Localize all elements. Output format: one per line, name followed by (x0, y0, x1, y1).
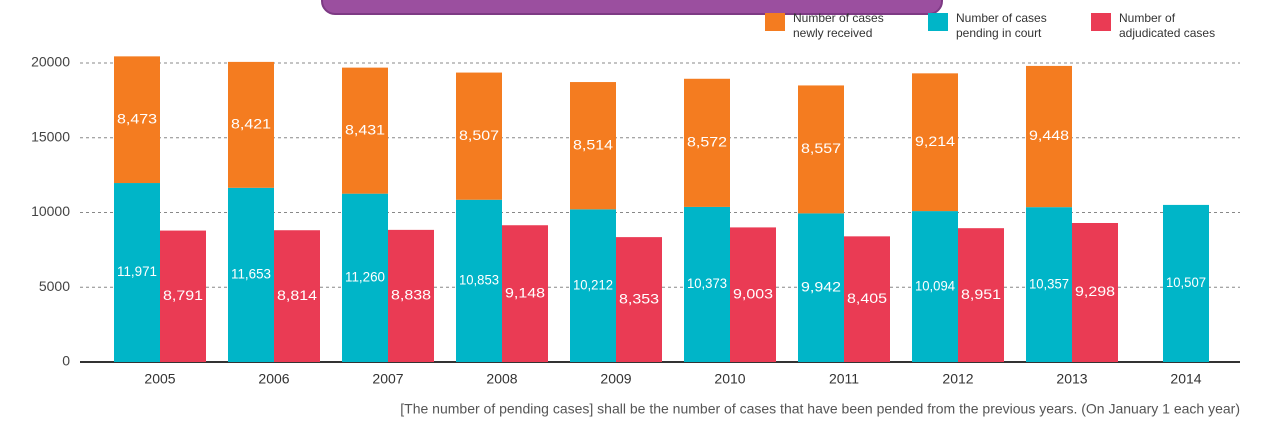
data-label: 10,853 (459, 272, 499, 288)
data-label: 8,557 (801, 140, 841, 156)
data-label: 9,003 (733, 285, 773, 301)
legend-item: Number of cases newly received (765, 11, 908, 41)
data-label: 8,791 (163, 287, 203, 303)
bar (160, 230, 206, 362)
bar (1026, 65, 1072, 208)
x-tick-label: 2011 (829, 371, 859, 387)
bar (1072, 222, 1118, 362)
bar (114, 56, 160, 184)
title-banner (321, 0, 943, 15)
bar (388, 229, 434, 362)
data-label: 8,405 (847, 290, 887, 306)
bar (570, 82, 616, 210)
data-label: 9,942 (801, 278, 841, 294)
data-label: 8,507 (459, 127, 499, 143)
bar (570, 209, 616, 362)
legend-item: Number of adjudicated cases (1091, 11, 1234, 41)
legend-item: Number of cases pending in court (928, 11, 1071, 41)
bar (342, 193, 388, 362)
bar (684, 78, 730, 207)
data-label: 8,353 (619, 290, 659, 306)
bar (456, 72, 502, 200)
y-tick-label: 5000 (39, 278, 70, 294)
y-tick-label: 10000 (31, 203, 70, 219)
legend-label: Number of cases pending in court (956, 11, 1047, 40)
bar (228, 187, 274, 362)
x-tick-label: 2007 (372, 371, 403, 387)
data-label: 9,448 (1029, 127, 1069, 143)
x-tick-label: 2005 (144, 371, 175, 387)
y-tick-label: 0 (62, 353, 70, 369)
data-label: 9,148 (505, 284, 545, 300)
bar (912, 211, 958, 362)
bar (456, 199, 502, 362)
bar (730, 227, 776, 362)
data-label: 8,838 (391, 287, 431, 303)
x-tick-label: 2013 (1056, 371, 1087, 387)
data-label: 8,951 (961, 286, 1001, 302)
x-tick-label: 2009 (600, 371, 631, 387)
bar (958, 228, 1004, 362)
data-label: 9,214 (915, 133, 955, 149)
data-label: 8,814 (277, 287, 317, 303)
y-tick-label: 20000 (31, 54, 70, 70)
bar (616, 237, 662, 362)
data-label: 10,373 (687, 275, 727, 291)
bar (912, 73, 958, 212)
bar (228, 61, 274, 188)
data-label: 10,357 (1029, 275, 1069, 291)
bar (1026, 207, 1072, 362)
bar (798, 213, 844, 362)
data-label: 11,260 (345, 269, 385, 285)
bar (274, 230, 320, 362)
data-label: 10,094 (915, 277, 955, 293)
data-label: 11,971 (117, 263, 157, 279)
x-tick-label: 2010 (714, 371, 745, 387)
x-tick-label: 2008 (486, 371, 517, 387)
legend-swatch (1091, 13, 1111, 31)
data-label: 8,514 (573, 136, 613, 152)
bar (798, 85, 844, 214)
legend-label: Number of cases newly received (793, 11, 884, 40)
x-tick-label: 2014 (1170, 371, 1201, 387)
data-label: 8,473 (117, 110, 157, 126)
data-label: 9,298 (1075, 283, 1115, 299)
data-label: 8,572 (687, 134, 727, 150)
legend-label: Number of adjudicated cases (1119, 11, 1216, 40)
data-label: 8,421 (231, 116, 271, 132)
bar (114, 183, 160, 362)
data-label: 11,653 (231, 266, 271, 282)
y-tick-label: 15000 (31, 128, 70, 144)
bar (342, 67, 388, 194)
legend-swatch (765, 13, 785, 31)
data-label: 8,431 (345, 121, 385, 137)
footnote: [The number of pending cases] shall be t… (400, 401, 1240, 417)
bar (502, 225, 548, 362)
data-label: 10,212 (573, 276, 613, 292)
legend-swatch (928, 13, 948, 31)
bar (844, 236, 890, 362)
bar (1163, 204, 1209, 362)
x-tick-label: 2012 (942, 371, 973, 387)
x-tick-label: 2006 (258, 371, 289, 387)
data-label: 10,507 (1166, 274, 1206, 290)
bar (684, 206, 730, 362)
